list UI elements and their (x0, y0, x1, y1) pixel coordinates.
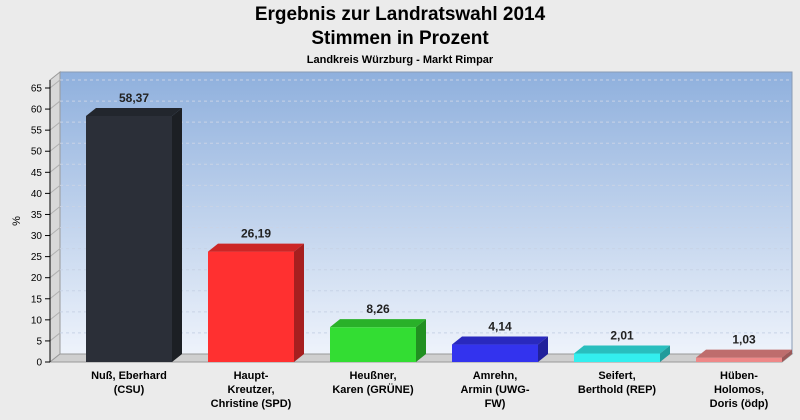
gridline-side (49, 332, 61, 342)
x-tick-label: Hüben-Holomos, Doris (ödp) (710, 370, 769, 410)
bar-side (660, 345, 670, 362)
bar: 1,03 (696, 333, 792, 362)
y-tick-label: 65 (31, 84, 43, 95)
y-tick-label: 40 (31, 189, 43, 200)
gridline-side (49, 206, 61, 215)
bar-value-label: 1,03 (732, 333, 756, 347)
bar-value-label: 58,37 (119, 91, 149, 105)
y-tick-label: 30 (31, 231, 43, 242)
y-axis-label: % (11, 216, 23, 226)
bar-top (452, 336, 548, 345)
bar: 26,19 (208, 227, 304, 362)
x-tick-label: Haupt-Kreutzer, Christine (SPD) (211, 370, 292, 410)
gridline-side (49, 184, 61, 194)
y-tick-label: 5 (36, 336, 42, 347)
bar-top (208, 243, 304, 252)
bar-top (574, 345, 670, 354)
chart-subtitle: Stimmen in Prozent (311, 28, 489, 49)
bar-top (86, 107, 182, 116)
y-tick-label: 35 (31, 210, 43, 221)
gridline-side (49, 163, 61, 173)
gridline-side (49, 248, 61, 258)
y-tick-label: 25 (31, 252, 43, 263)
gridline-side (49, 227, 61, 236)
bar: 2,01 (574, 329, 670, 362)
bar: 4,14 (452, 320, 548, 362)
bar-value-label: 2,01 (610, 329, 634, 343)
x-tick-label: Amrehn, Armin (UWG-FW) (460, 370, 529, 410)
y-tick-label: 60 (31, 105, 43, 116)
bar-top (696, 349, 792, 358)
gridline-side (49, 142, 61, 152)
y-tick-label: 45 (31, 168, 43, 179)
bar-value-label: 26,19 (241, 227, 271, 241)
bar-top (330, 319, 426, 328)
gridline-side (49, 290, 61, 300)
bar-value-label: 4,14 (488, 320, 512, 334)
gridline-side (49, 100, 61, 110)
gridline-side (49, 269, 61, 279)
x-tick-label: Seifert, Berthold (REP) (578, 370, 657, 396)
bar: 58,37 (86, 91, 182, 362)
gridline-side (49, 79, 61, 89)
y-tick-label: 10 (31, 315, 43, 326)
bar-front (452, 344, 538, 362)
bar-side (538, 336, 548, 362)
bar-front (86, 115, 172, 362)
chart-caption: Landkreis Würzburg - Markt Rimpar (306, 54, 494, 66)
bar-front (330, 327, 416, 362)
bar-front (208, 251, 294, 362)
bar-value-label: 8,26 (366, 302, 390, 316)
y-tick-label: 50 (31, 147, 43, 158)
y-tick-label: 15 (31, 294, 43, 305)
bar-front (696, 357, 782, 362)
gridline-side (49, 121, 61, 131)
bar-side (294, 243, 304, 362)
chart-title: Ergebnis zur Landratswahl 2014 (254, 4, 546, 25)
bar: 8,26 (330, 302, 426, 362)
gridline-side (49, 311, 61, 321)
bar-side (416, 319, 426, 362)
x-tick-label: Nuß, Eberhard (CSU) (91, 370, 167, 396)
bar-side (782, 349, 792, 362)
bar-side (172, 107, 182, 362)
y-tick-label: 20 (31, 273, 43, 284)
y-tick-label: 0 (36, 358, 42, 369)
x-tick-label: Heußner, Karen (GRÜNE) (332, 370, 414, 396)
bar-front (574, 353, 660, 362)
y-tick-label: 55 (31, 126, 43, 137)
